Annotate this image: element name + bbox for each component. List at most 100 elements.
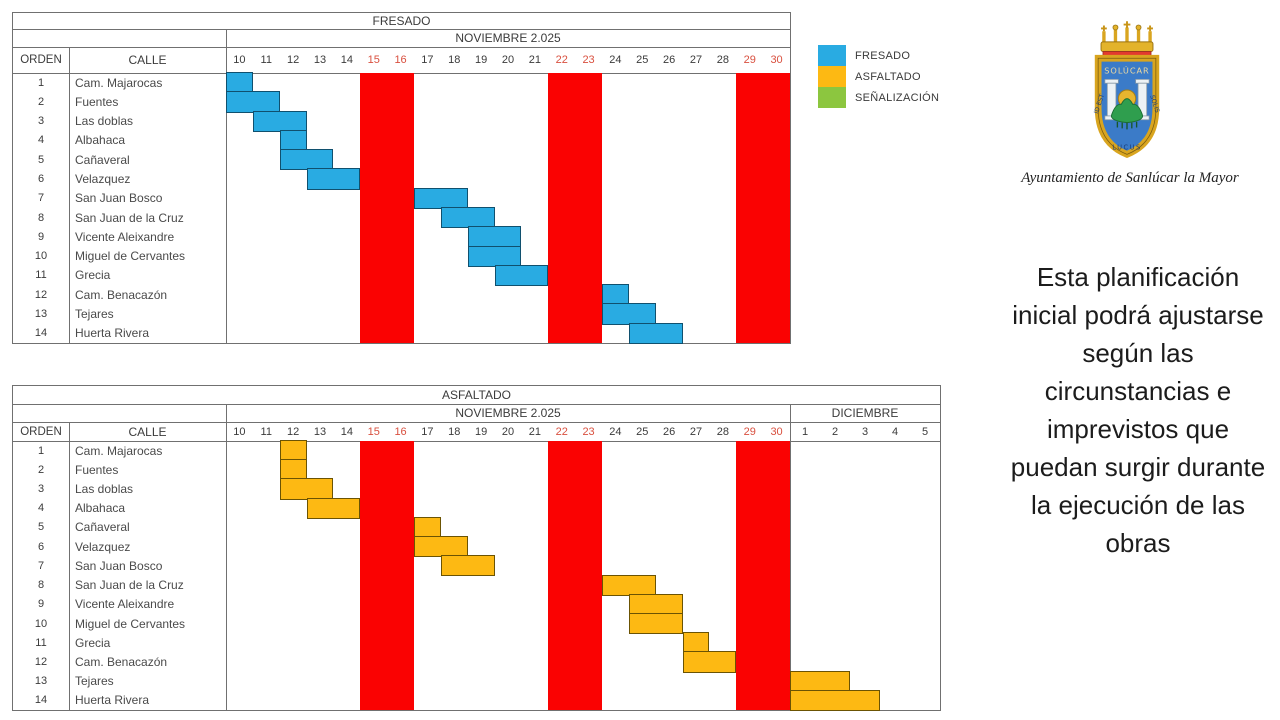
grid-line	[13, 441, 940, 442]
day-label: 3	[861, 425, 869, 438]
day-label: 10	[233, 425, 246, 438]
grid-line	[790, 404, 791, 710]
orden-cell: 6	[37, 173, 45, 186]
month-header: DICIEMBRE	[831, 406, 899, 420]
street-cell: San Juan Bosco	[75, 191, 163, 206]
street-cell: Vicente Aleixandre	[75, 597, 175, 612]
day-label: 11	[260, 54, 272, 66]
day-label: 2	[831, 425, 839, 438]
gantt-bar	[494, 264, 549, 287]
street-cell: San Juan de la Cruz	[75, 210, 184, 225]
grid-line	[13, 404, 940, 405]
orden-cell: 2	[37, 95, 45, 108]
orden-cell: 2	[37, 463, 45, 476]
day-label: 24	[609, 425, 622, 438]
gantt-bar	[440, 207, 495, 229]
note-line: obras	[1105, 528, 1171, 558]
orden-cell: 4	[37, 502, 45, 515]
legend-item: ASFALTADO	[818, 66, 939, 87]
street-cell: Albahaca	[75, 501, 126, 516]
day-label: 15	[367, 54, 380, 66]
month-header: NOVIEMBRE 2.025	[455, 406, 561, 420]
day-label: 22	[555, 425, 568, 438]
street-cell: Cañaveral	[75, 520, 130, 535]
orden-cell: 9	[37, 598, 45, 611]
day-label: 19	[475, 425, 488, 438]
gantt-bar	[682, 651, 737, 673]
gantt-bar	[226, 72, 253, 94]
grid-line	[226, 404, 227, 710]
street-cell: Miguel de Cervantes	[75, 249, 186, 264]
day-label: 14	[340, 425, 353, 438]
gantt-bar	[279, 129, 307, 152]
orden-cell: 11	[35, 269, 47, 282]
weekend-column	[360, 73, 388, 343]
gantt-bar	[628, 322, 683, 344]
day-label: 16	[394, 54, 407, 66]
day-label: 27	[689, 425, 703, 438]
day-label: 29	[743, 425, 756, 438]
day-label: 25	[636, 54, 649, 66]
street-cell: Velazquez	[75, 172, 131, 187]
day-label: 20	[501, 54, 515, 66]
orden-cell: 8	[37, 579, 45, 592]
weekend-column	[360, 441, 388, 710]
gantt-bar	[414, 187, 468, 209]
gantt-bar	[252, 110, 307, 132]
street-cell: Cam. Majarocas	[75, 443, 163, 458]
orden-cell: 7	[37, 559, 45, 572]
legend-swatch	[818, 66, 846, 87]
day-label: 23	[582, 54, 595, 66]
street-cell: Miguel de Cervantes	[75, 616, 186, 631]
gantt-bar	[279, 478, 334, 500]
gantt-table-fresado: FRESADO NOVIEMBRE 2.025 ORDEN CALLE 10 11 12 13…	[12, 12, 791, 344]
legend-swatch	[818, 87, 846, 108]
legend-label: FRESADO	[855, 49, 911, 62]
day-label: 22	[555, 54, 568, 66]
day-label: 13	[313, 425, 327, 438]
coat-of-arms: SOLÚCAR ID EST SOLIS LUCUS	[1093, 21, 1161, 159]
crest-motto-top: SOLÚCAR	[1104, 65, 1149, 76]
shield-icon	[1094, 54, 1160, 159]
gantt-bar	[440, 555, 495, 577]
street-cell: Grecia	[75, 635, 111, 650]
grid-line	[13, 422, 940, 423]
legend-item: FRESADO	[818, 45, 939, 66]
street-cell: Huerta Rivera	[75, 326, 150, 341]
gantt-bar	[467, 245, 522, 267]
orden-cell: 4	[37, 134, 45, 147]
calle-header: CALLE	[128, 53, 167, 67]
gantt-bar	[279, 149, 334, 171]
street-cell: Fuentes	[75, 462, 119, 477]
street-cell: Vicente Aleixandre	[75, 229, 175, 244]
street-cell: Cam. Majarocas	[75, 75, 163, 90]
day-label: 23	[582, 425, 595, 438]
weekend-column	[763, 73, 790, 343]
orden-cell: 12	[34, 655, 48, 668]
day-label: 24	[609, 54, 622, 66]
street-cell: San Juan Bosco	[75, 558, 163, 573]
day-label: 12	[287, 54, 300, 66]
orden-cell: 12	[34, 288, 48, 301]
street-cell: Cam. Benacazón	[75, 654, 168, 669]
street-cell: San Juan de la Cruz	[75, 578, 184, 593]
legend-label: ASFALTADO	[855, 70, 921, 83]
day-label: 17	[421, 54, 434, 66]
day-label: 20	[501, 425, 515, 438]
day-label: 11	[260, 425, 272, 438]
gantt-bar	[602, 574, 656, 596]
street-cell: Las doblas	[75, 114, 134, 129]
weekend-column	[575, 73, 602, 343]
gantt-bar	[306, 497, 361, 519]
weekend-column	[387, 441, 414, 710]
street-cell: Cañaveral	[75, 152, 130, 167]
gantt-bar	[306, 168, 361, 190]
street-cell: Huerta Rivera	[75, 693, 150, 708]
note-line: la ejecución de las	[1031, 490, 1245, 520]
day-label: 17	[421, 425, 434, 438]
day-label: 19	[475, 54, 488, 66]
day-label: 18	[448, 425, 461, 438]
legend-label: SEÑALIZACIÓN	[855, 91, 940, 104]
orden-cell: 5	[37, 521, 45, 534]
